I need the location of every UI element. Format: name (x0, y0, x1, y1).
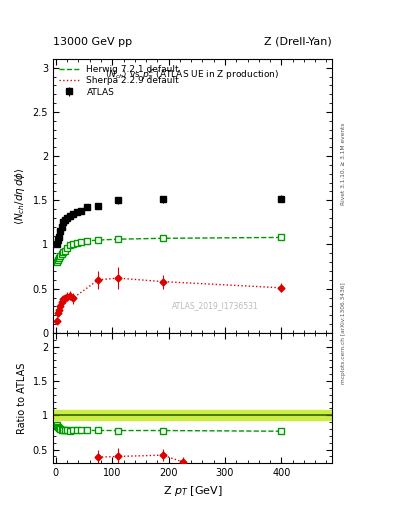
Herwig 7.2.1 default (84, 238, 89, 244)
Sherpa 2.2.9 default (59, 299, 64, 305)
Herwig 7.2.1 default (75, 240, 79, 246)
Line: Sherpa 2.2.9 default: Sherpa 2.2.9 default (57, 278, 281, 322)
X-axis label: Z $p_T$ [GeV]: Z $p_T$ [GeV] (163, 484, 222, 498)
Herwig 7.2.1 default (61, 249, 66, 255)
Sherpa 2.2.9 default (61, 296, 66, 303)
Text: Z (Drell-Yan): Z (Drell-Yan) (264, 36, 332, 47)
Text: 13000 GeV pp: 13000 GeV pp (53, 36, 132, 47)
Herwig 7.2.1 default (96, 237, 101, 243)
Herwig 7.2.1 default (57, 254, 62, 261)
Sherpa 2.2.9 default (56, 310, 61, 316)
Sherpa 2.2.9 default (96, 277, 101, 283)
Sherpa 2.2.9 default (116, 275, 120, 281)
Bar (53, 411, 332, 420)
Sherpa 2.2.9 default (55, 318, 59, 325)
Sherpa 2.2.9 default (68, 293, 72, 299)
Text: mcplots.cern.ch [arXiv:1306.3436]: mcplots.cern.ch [arXiv:1306.3436] (341, 282, 346, 383)
Herwig 7.2.1 default (70, 241, 75, 247)
Herwig 7.2.1 default (279, 234, 284, 241)
Sherpa 2.2.9 default (65, 293, 70, 300)
Sherpa 2.2.9 default (62, 294, 67, 301)
Herwig 7.2.1 default (68, 242, 72, 248)
Line: Herwig 7.2.1 default: Herwig 7.2.1 default (57, 238, 281, 262)
Sherpa 2.2.9 default (161, 279, 165, 285)
Herwig 7.2.1 default (79, 239, 84, 245)
Herwig 7.2.1 default (55, 259, 59, 265)
Herwig 7.2.1 default (59, 251, 64, 258)
Y-axis label: Ratio to ATLAS: Ratio to ATLAS (17, 362, 27, 434)
Sherpa 2.2.9 default (58, 303, 63, 309)
Herwig 7.2.1 default (58, 253, 63, 259)
Herwig 7.2.1 default (62, 248, 67, 254)
Sherpa 2.2.9 default (70, 295, 75, 302)
Legend: Herwig 7.2.1 default, Sherpa 2.2.9 default, ATLAS: Herwig 7.2.1 default, Sherpa 2.2.9 defau… (57, 63, 181, 98)
Text: $\langle N_{ch}\rangle$ vs $p_T^Z$ (ATLAS UE in Z production): $\langle N_{ch}\rangle$ vs $p_T^Z$ (ATLA… (105, 67, 280, 82)
Text: Rivet 3.1.10, ≥ 3.1M events: Rivet 3.1.10, ≥ 3.1M events (341, 123, 346, 205)
Y-axis label: $\langle N_{ch}/d\eta\,d\phi\rangle$: $\langle N_{ch}/d\eta\,d\phi\rangle$ (13, 167, 27, 225)
Herwig 7.2.1 default (65, 245, 70, 251)
Herwig 7.2.1 default (161, 235, 165, 241)
Sherpa 2.2.9 default (279, 285, 284, 291)
Text: ATLAS_2019_I1736531: ATLAS_2019_I1736531 (171, 301, 258, 310)
Herwig 7.2.1 default (56, 258, 61, 264)
Herwig 7.2.1 default (116, 236, 120, 242)
Sherpa 2.2.9 default (57, 307, 62, 313)
